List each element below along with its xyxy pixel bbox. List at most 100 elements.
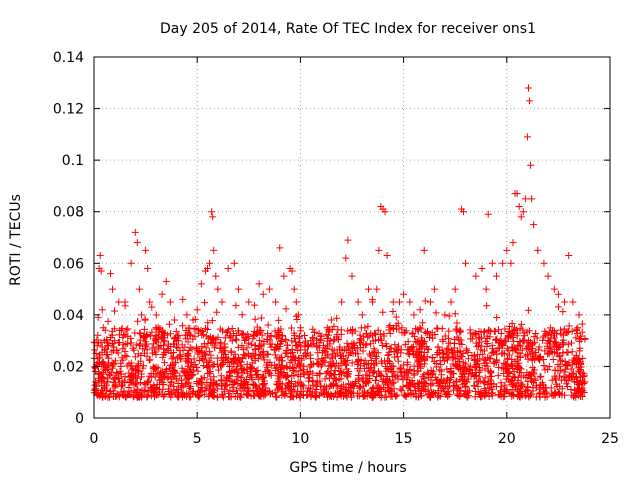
data-point — [443, 377, 451, 385]
data-point — [158, 334, 166, 342]
data-point — [406, 346, 414, 354]
data-point — [142, 342, 150, 350]
data-point — [573, 330, 581, 338]
data-point — [232, 302, 240, 310]
data-point — [163, 345, 171, 353]
data-point — [576, 344, 584, 352]
data-point — [110, 374, 118, 382]
data-point — [230, 259, 238, 267]
data-point — [413, 367, 421, 375]
data-point — [391, 371, 399, 379]
data-point — [385, 387, 393, 395]
data-point — [500, 359, 508, 367]
data-point — [120, 387, 128, 395]
data-point — [420, 246, 428, 254]
data-point — [186, 332, 194, 340]
data-point — [571, 389, 579, 397]
data-point — [209, 381, 217, 389]
data-point — [158, 290, 166, 298]
data-point — [264, 359, 272, 367]
data-point — [136, 336, 144, 344]
data-point — [322, 385, 330, 393]
data-point — [381, 387, 389, 395]
x-tick-label: 15 — [395, 431, 413, 447]
data-point — [131, 329, 139, 337]
data-point — [224, 326, 232, 334]
data-point — [368, 350, 376, 358]
data-point — [203, 332, 211, 340]
data-point — [515, 341, 523, 349]
data-point — [419, 319, 427, 327]
data-point — [268, 340, 276, 348]
data-point — [541, 393, 549, 401]
data-point — [578, 384, 586, 392]
data-point — [292, 338, 300, 346]
data-point — [279, 388, 287, 396]
data-point — [264, 350, 272, 358]
data-point — [248, 375, 256, 383]
data-point — [281, 349, 289, 357]
data-point — [414, 380, 422, 388]
data-point — [250, 381, 258, 389]
data-point — [508, 392, 516, 400]
data-point — [573, 374, 581, 382]
data-point — [178, 341, 186, 349]
data-point — [519, 208, 527, 216]
data-point — [509, 364, 517, 372]
data-point — [419, 340, 427, 348]
data-point — [523, 328, 531, 336]
data-point — [398, 373, 406, 381]
data-point — [485, 392, 493, 400]
data-point — [363, 361, 371, 369]
data-point — [482, 337, 490, 345]
data-point — [296, 393, 304, 401]
data-point — [232, 335, 240, 343]
data-point — [558, 376, 566, 384]
data-point — [240, 379, 248, 387]
data-point — [431, 285, 439, 293]
data-point — [119, 356, 127, 364]
data-point — [536, 356, 544, 364]
data-point — [541, 383, 549, 391]
data-point — [195, 387, 203, 395]
data-point — [214, 333, 222, 341]
data-point — [344, 373, 352, 381]
data-point — [477, 328, 485, 336]
data-point — [140, 332, 148, 340]
data-point — [457, 327, 465, 335]
data-point — [435, 392, 443, 400]
data-point — [339, 388, 347, 396]
data-point — [482, 386, 490, 394]
data-point — [574, 385, 582, 393]
data-point — [136, 379, 144, 387]
data-point — [330, 393, 338, 401]
data-point — [178, 364, 186, 372]
data-point — [417, 354, 425, 362]
data-point — [172, 390, 180, 398]
data-point — [419, 373, 427, 381]
data-point — [462, 368, 470, 376]
data-point — [109, 285, 117, 293]
data-point — [112, 373, 120, 381]
data-point — [501, 381, 509, 389]
data-point — [226, 386, 234, 394]
data-point — [96, 353, 104, 361]
data-point — [532, 349, 540, 357]
data-point — [512, 381, 520, 389]
data-point — [108, 327, 116, 335]
data-point — [318, 355, 326, 363]
y-tick-label: 0.02 — [53, 359, 84, 375]
data-point — [510, 368, 518, 376]
data-point — [218, 298, 226, 306]
data-point — [183, 311, 191, 319]
data-point — [245, 298, 253, 306]
data-point — [509, 344, 517, 352]
data-point — [243, 344, 251, 352]
data-point — [108, 364, 116, 372]
data-point — [574, 364, 582, 372]
data-point — [344, 327, 352, 335]
data-point — [405, 382, 413, 390]
data-point — [110, 360, 118, 368]
data-point — [580, 380, 588, 388]
data-point — [448, 354, 456, 362]
